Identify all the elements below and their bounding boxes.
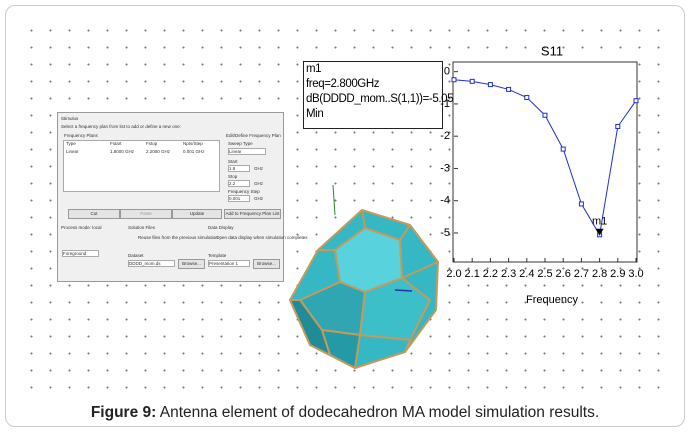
caption: Figure 9: Antenna element of dodecahedro… [0,404,690,422]
plot-area [453,62,637,262]
y-tick-label: -5 [440,227,450,239]
point [470,79,474,83]
x-axis-label: Frequency [526,294,578,306]
point [616,125,620,129]
chart-title: S11 [541,43,563,58]
x-tick-label: 2.8 [592,268,607,280]
x-tick-label: 2.0 [446,268,461,280]
x-tick-label: 2.6 [556,268,571,280]
point [488,83,492,87]
y-tick-label: -1 [440,98,450,110]
x-tick-label: 2.7 [574,268,589,280]
x-tick-label: 2.1 [465,268,480,280]
point [507,87,511,91]
chart: S11 Frequency 0 -1 -2 -3 -4 -5 2.0 2.12.22.32.4… [0,0,690,432]
point [634,99,638,103]
point [579,202,583,206]
caption-text: Antenna element of dodecahedron MA model… [156,404,599,421]
point [561,147,565,151]
y-tick-label: -2 [440,130,450,142]
x-tick-label: 2.5 [537,268,552,280]
point [452,78,456,82]
y-tick-label: -4 [440,195,450,207]
dodecahedron [290,185,438,368]
y-tick-label: -3 [440,162,450,174]
x-tick-label: 2.2 [483,268,498,280]
page: Stimulus Select a frequency plan from li… [0,0,690,432]
marker-label: m1 [592,216,607,228]
point [525,95,529,99]
x-tick-label: 2.4 [519,268,534,280]
caption-label: Figure 9: [91,404,156,421]
y-tick-label: 0 [444,66,450,78]
x-tick-label: 3.0 [628,268,643,280]
point [543,113,547,117]
x-tick-label: 2.3 [501,268,516,280]
x-tick-label: 2.9 [610,268,625,280]
